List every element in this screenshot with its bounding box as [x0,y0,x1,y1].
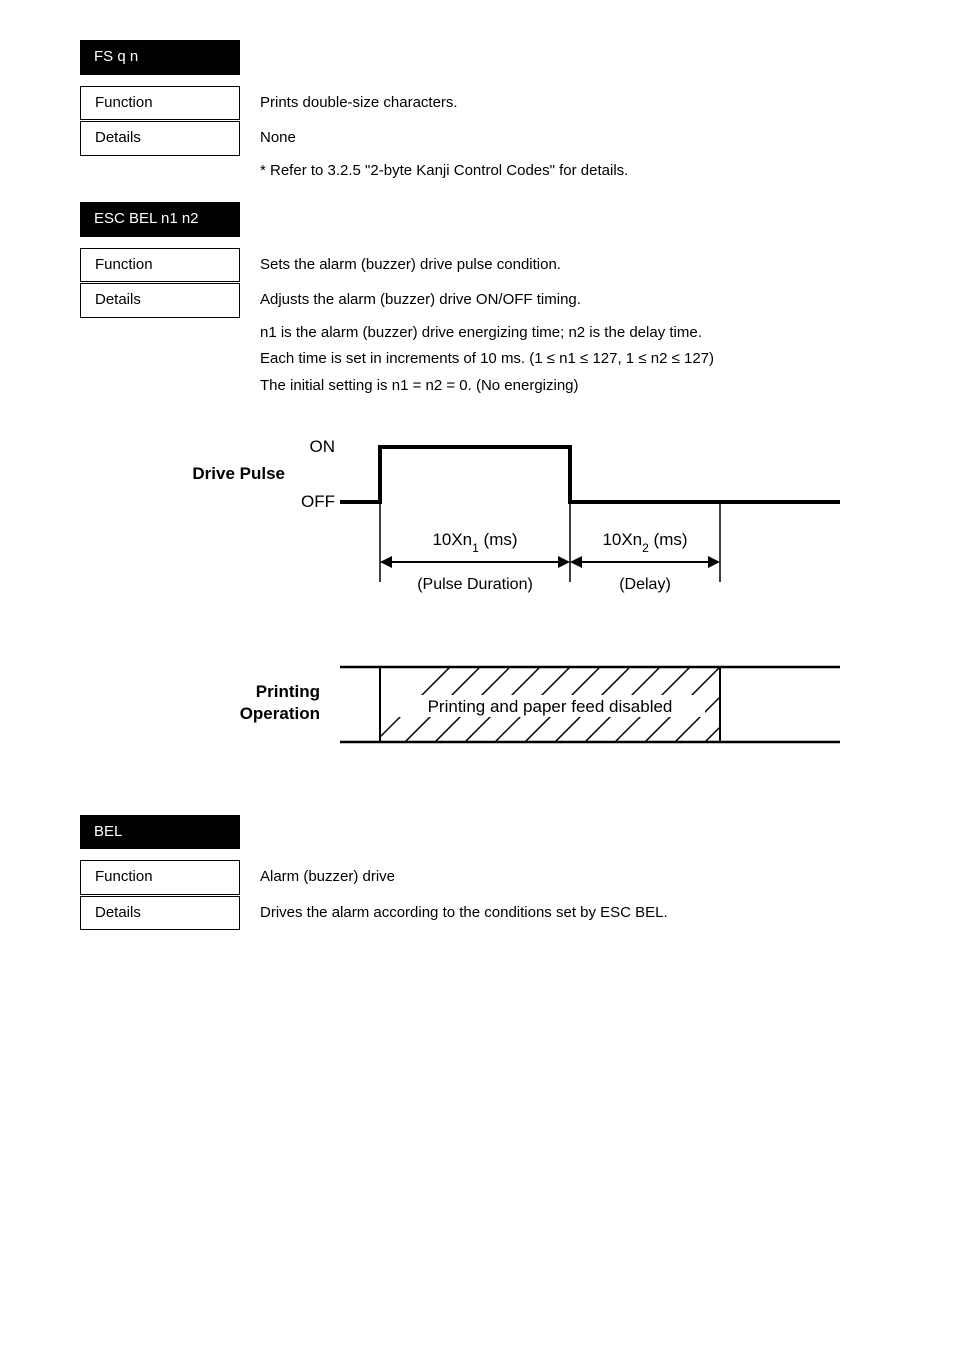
function-label-3: Function [80,860,240,895]
section-header-esc-bel: ESC BEL n1 n2 [80,202,240,237]
function-label-2: Function [80,248,240,283]
details-label-2: Details [80,283,240,318]
function-label: Function [80,86,240,121]
details-row: Details None [80,122,874,156]
arrow-right-1 [558,556,570,568]
disabled-text: Printing and paper feed disabled [428,697,673,716]
line2-mid1: n1 [555,350,580,367]
pulse-duration-label: (Pulse Duration) [417,576,533,593]
leq-4: ≤ [672,350,680,367]
function-row-3: Function Alarm (buzzer) drive [80,861,874,895]
arrow-left-2 [570,556,582,568]
function-row: Function Prints double-size characters. [80,87,874,121]
details-text-2: Adjusts the alarm (buzzer) drive ON/OFF … [240,284,874,318]
delay-label: (Delay) [619,576,671,593]
details-line-2: Each time is set in increments of 10 ms.… [260,348,874,371]
line2-mid3: n2 [647,350,672,367]
function-text-3: Alarm (buzzer) drive [240,861,874,895]
section-header-bel: BEL [80,815,240,850]
delay-time-text: 10Xn2 (ms) [602,530,687,555]
function-text: Prints double-size characters. [240,87,874,121]
details-text: None [240,122,874,156]
pulse-waveform [340,447,840,502]
extra-note: * Refer to 3.2.5 "2-byte Kanji Control C… [260,160,874,183]
details-label: Details [80,121,240,156]
leq-1: ≤ [547,350,555,367]
function-text-2: Sets the alarm (buzzer) drive pulse cond… [240,249,874,283]
line2-mid2: 127, 1 [588,350,638,367]
section-header-fs-q-n: FS q n [80,40,240,75]
details-row-3: Details Drives the alarm according to th… [80,897,874,931]
leq-3: ≤ [638,350,646,367]
details-line-1: n1 is the alarm (buzzer) drive energizin… [260,322,874,345]
drive-pulse-label: Drive Pulse [192,464,285,483]
printing-label: Printing [256,682,320,701]
line2-suffix: 127) [680,350,714,367]
arrow-left-1 [380,556,392,568]
details-line-3: The initial setting is n1 = n2 = 0. (No … [260,375,874,398]
details-text-3: Drives the alarm according to the condit… [240,897,874,931]
off-label: OFF [301,492,335,511]
operation-label: Operation [240,704,320,723]
line2-prefix: Each time is set in increments of 10 ms.… [260,350,547,367]
function-row-2: Function Sets the alarm (buzzer) drive p… [80,249,874,283]
details-label-3: Details [80,896,240,931]
pulse-time-text: 10Xn1 (ms) [432,530,517,555]
on-label: ON [310,437,336,456]
details-row-2: Details Adjusts the alarm (buzzer) drive… [80,284,874,318]
timing-diagram: ON Drive Pulse OFF 10Xn1 (ms) 10Xn2 (ms)… [140,417,874,785]
arrow-right-2 [708,556,720,568]
